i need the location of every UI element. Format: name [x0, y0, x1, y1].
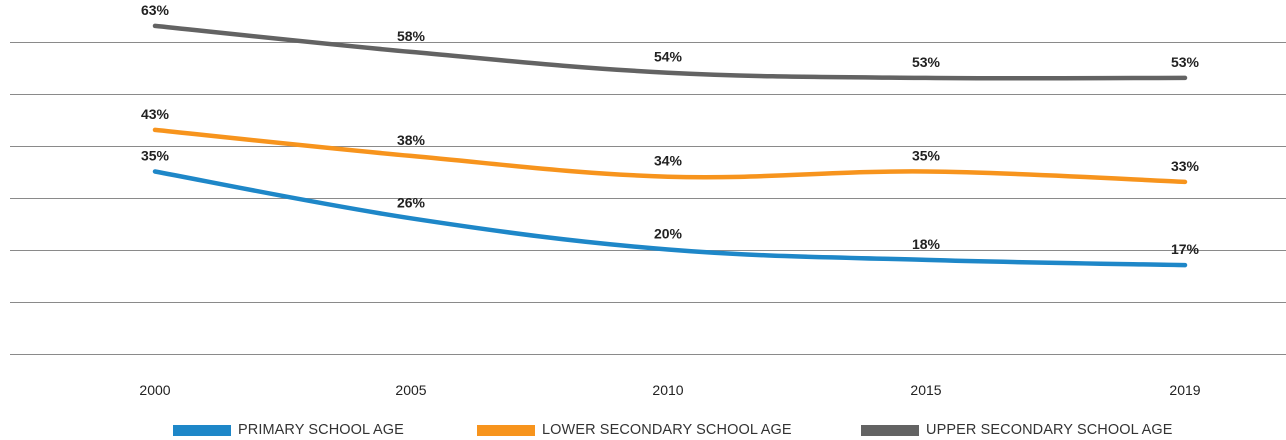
- x-tick-label: 2005: [395, 382, 426, 398]
- data-label-upper-secondary: 53%: [1171, 54, 1200, 70]
- legend: PRIMARY SCHOOL AGE LOWER SECONDARY SCHOO…: [0, 420, 1286, 440]
- legend-label-lower-secondary: LOWER SECONDARY SCHOOL AGE: [542, 422, 792, 438]
- data-label-lower-secondary: 38%: [397, 132, 426, 148]
- x-tick-label: 2015: [910, 382, 941, 398]
- x-tick-label: 2019: [1169, 382, 1200, 398]
- legend-swatch-upper-secondary: [861, 425, 919, 436]
- x-axis-ticks: 2000 2005 2010 2015 2019: [139, 382, 1200, 398]
- data-label-upper-secondary: 54%: [654, 49, 683, 65]
- legend-label-upper-secondary: UPPER SECONDARY SCHOOL AGE: [926, 422, 1173, 438]
- data-label-lower-secondary: 35%: [912, 148, 941, 164]
- legend-item-primary: PRIMARY SCHOOL AGE: [173, 420, 404, 440]
- series-line-primary: [155, 172, 1185, 266]
- legend-swatch-primary: [173, 425, 231, 436]
- x-tick-label: 2000: [139, 382, 170, 398]
- data-label-upper-secondary: 58%: [397, 28, 426, 44]
- data-label-upper-secondary: 53%: [912, 54, 941, 70]
- data-label-lower-secondary: 34%: [654, 153, 683, 169]
- legend-label-primary: PRIMARY SCHOOL AGE: [238, 422, 404, 438]
- data-label-primary: 35%: [141, 148, 170, 164]
- data-label-lower-secondary: 43%: [141, 106, 170, 122]
- legend-item-lower-secondary: LOWER SECONDARY SCHOOL AGE: [477, 420, 792, 440]
- legend-item-upper-secondary: UPPER SECONDARY SCHOOL AGE: [861, 420, 1173, 440]
- data-label-primary: 20%: [654, 226, 683, 242]
- legend-swatch-lower-secondary: [477, 425, 535, 436]
- data-label-primary: 18%: [912, 236, 941, 252]
- data-label-upper-secondary: 63%: [141, 2, 170, 18]
- line-chart: 35% 26% 20% 18% 17% 43% 38% 34% 35% 33% 63% 58% 54% 5…: [0, 0, 1286, 420]
- data-label-lower-secondary: 33%: [1171, 158, 1200, 174]
- data-label-primary: 26%: [397, 194, 426, 210]
- x-tick-label: 2010: [652, 382, 683, 398]
- data-label-primary: 17%: [1171, 241, 1200, 257]
